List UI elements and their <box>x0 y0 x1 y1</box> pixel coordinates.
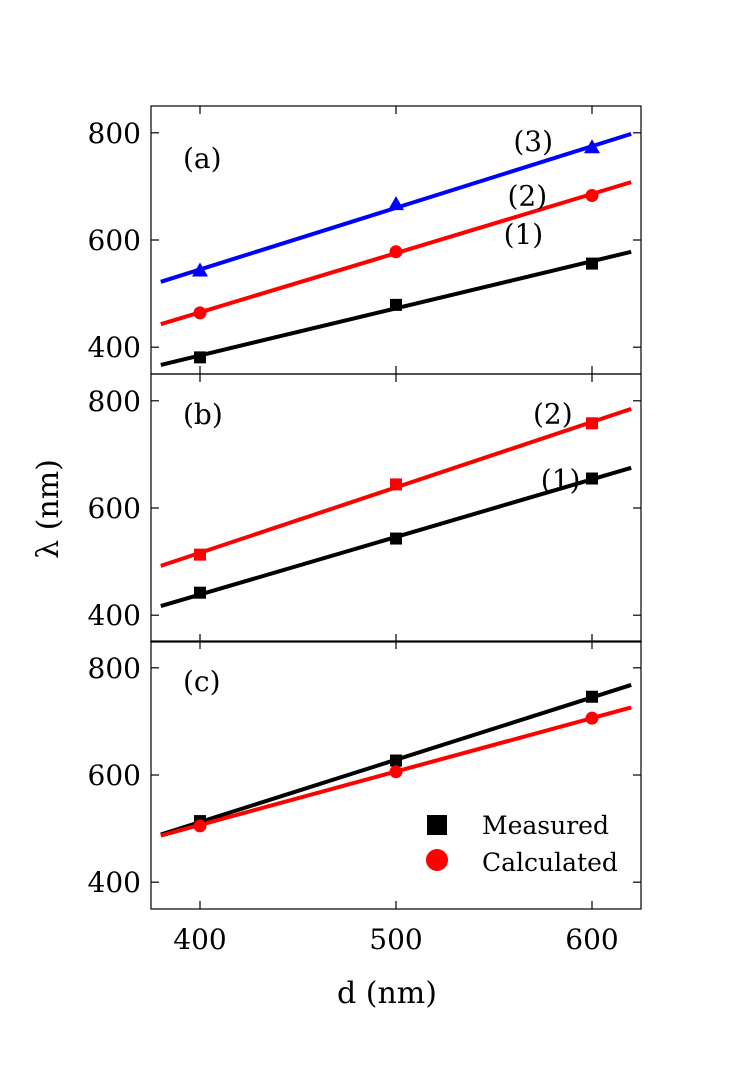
panel-a-series-1-point <box>389 245 403 259</box>
panel-b-label: (b) <box>183 398 223 431</box>
panel-c-y-tick-label: 800 <box>88 652 141 685</box>
x-axis-label: d (nm) <box>337 976 437 1011</box>
panel-a-series-0-point <box>388 196 404 211</box>
legend-calculated-label: Calculated <box>482 848 618 877</box>
panel-b-series-1-point <box>390 532 402 545</box>
panel-b-series-0-point <box>194 548 206 561</box>
legend-measured-marker <box>427 815 447 835</box>
panel-b-line-label: (1) <box>541 464 581 497</box>
panel-a-label: (a) <box>183 142 222 175</box>
legend-calculated-marker <box>426 849 448 871</box>
panel-b-y-tick-label: 600 <box>88 492 141 525</box>
panel-c-x-tick-label: 600 <box>565 923 618 956</box>
panel-b-series-0-point <box>390 478 402 491</box>
panel-c-y-tick-label: 600 <box>88 759 141 792</box>
panel-b-series-0-point <box>586 417 598 430</box>
panel-b-series-1-point <box>194 586 206 599</box>
panel-c-y-tick-label: 400 <box>88 866 141 899</box>
panel-c-x-tick-label: 500 <box>369 923 422 956</box>
panel-a-y-tick-label: 400 <box>88 331 141 364</box>
y-axis-label: λ (nm) <box>31 459 66 559</box>
panel-b-y-tick-label: 800 <box>88 385 141 418</box>
panel-c-x-tick-label: 400 <box>173 923 226 956</box>
panel-b-series-1-point <box>586 472 598 485</box>
panel-c-series-0-point <box>390 754 402 767</box>
legend: Measured Calculated <box>426 811 618 877</box>
panel-a-series-0-point <box>192 262 208 277</box>
panel-c-series-1-point <box>193 819 207 833</box>
panel-a-line-label: (2) <box>507 180 547 213</box>
legend-measured-label: Measured <box>482 811 609 840</box>
panel-a: 400 600 800 (a) (3) (2) (1) <box>88 105 642 375</box>
panel-a-series-2-point <box>586 257 598 270</box>
panel-b-y-tick-label: 400 <box>88 599 141 632</box>
panel-a-series-1-point <box>585 189 599 203</box>
panel-c-label: (c) <box>183 665 221 698</box>
panel-a-line-label: (1) <box>504 218 544 251</box>
panel-a-series-2-point <box>194 351 206 364</box>
panel-c-series-1-point <box>585 711 599 725</box>
panel-a-y-tick-label: 600 <box>88 224 141 257</box>
panel-c-series-1-point <box>389 765 403 779</box>
panel-b-line-label: (2) <box>533 398 573 431</box>
panel-c-series-0-point <box>586 690 598 703</box>
panel-b: 400 600 800 (b) (2) (1) <box>88 373 642 643</box>
panel-a-frame <box>150 105 642 375</box>
panel-a-line-label: (3) <box>513 125 553 158</box>
panel-a-series-0-point <box>584 139 600 154</box>
panel-a-series-1-point <box>193 306 207 320</box>
panel-c: 400 600 800 400 500 600 (c) <box>88 640 642 956</box>
panel-a-y-tick-label: 800 <box>88 117 141 150</box>
panel-a-series-2-point <box>390 298 402 311</box>
